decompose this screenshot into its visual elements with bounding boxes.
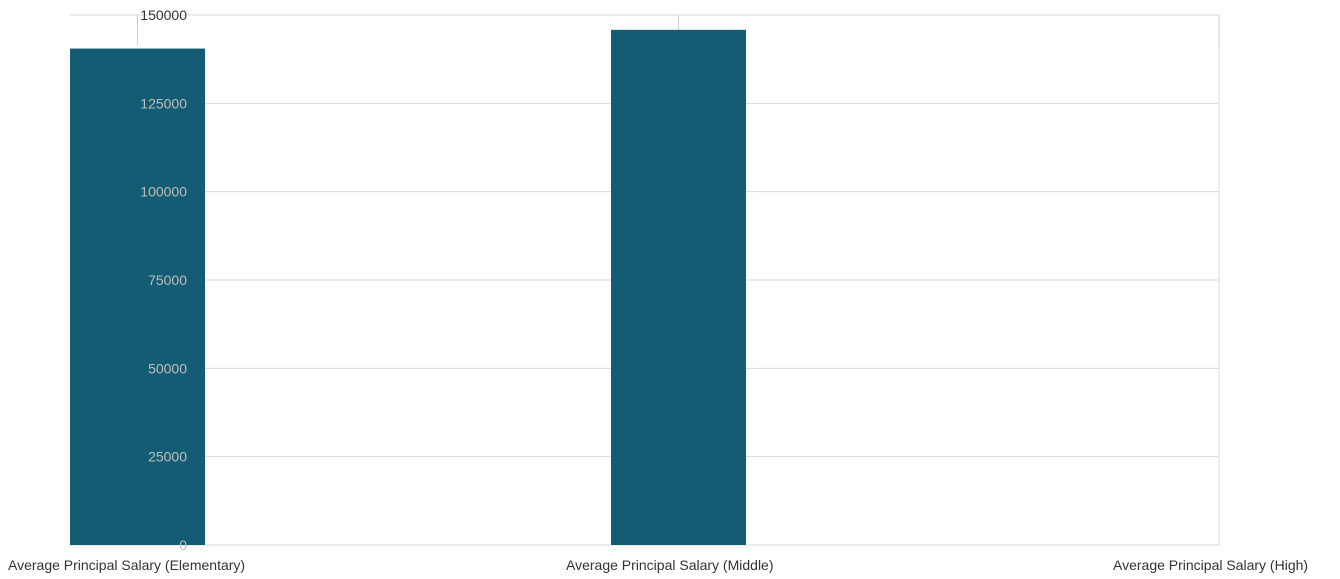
bar-1	[611, 29, 746, 545]
y-tick-label-5: 125000	[140, 95, 187, 111]
x-tick-label-0: Average Principal Salary (Elementary)	[8, 557, 245, 573]
y-tick-label-4: 100000	[140, 184, 187, 200]
y-tick-label-1: 25000	[148, 449, 187, 465]
y-tick-label-3: 75000	[148, 272, 187, 288]
x-tick-label-2: Average Principal Salary (High)	[1113, 557, 1308, 573]
bars-layer	[70, 29, 746, 546]
y-axis-ticks: 0 25000 50000 75000 100000 125000 150000	[140, 7, 187, 553]
bar-0	[70, 48, 205, 546]
x-tick-label-1: Average Principal Salary (Middle)	[566, 557, 774, 573]
y-tick-label-0: 0	[179, 537, 187, 553]
x-axis-ticks: Average Principal Salary (Elementary) Ave…	[8, 557, 1308, 573]
y-tick-label-6: 150000	[140, 7, 187, 23]
y-tick-label-2: 50000	[148, 360, 187, 376]
